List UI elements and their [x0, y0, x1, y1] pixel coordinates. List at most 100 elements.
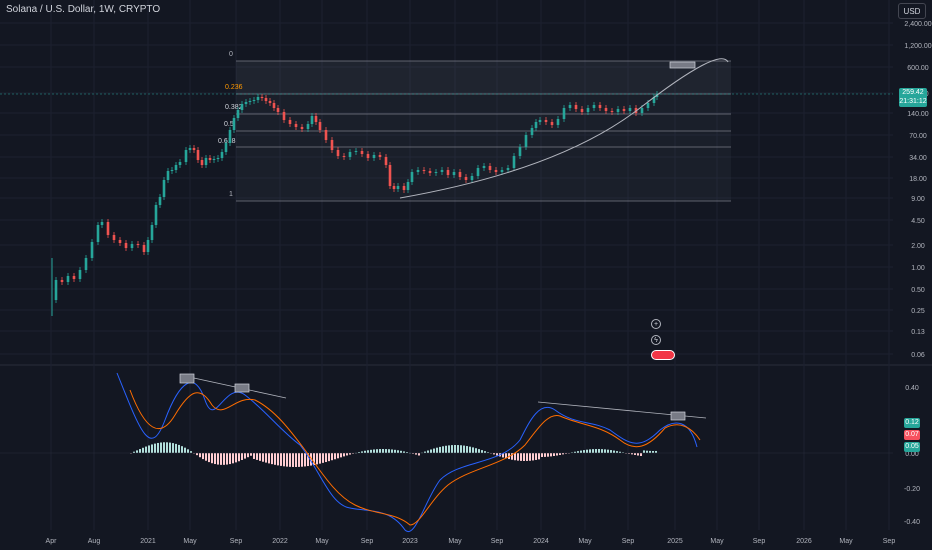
candle-body — [652, 97, 656, 103]
flag-icon[interactable] — [651, 350, 675, 360]
candle-body — [162, 180, 166, 197]
macd-histogram-bar — [391, 449, 393, 453]
candle-body — [506, 168, 510, 170]
macd-histogram-bar — [601, 449, 603, 453]
macd-histogram-bar — [418, 453, 420, 456]
macd-histogram-bar — [388, 449, 390, 453]
candle-body — [388, 165, 392, 186]
macd-histogram-bar — [175, 443, 177, 453]
candle-body — [396, 186, 400, 189]
macd-histogram-bar — [133, 451, 135, 453]
macd-histogram-bar — [310, 453, 312, 466]
macd-histogram-bar — [280, 453, 282, 466]
macd-histogram-bar — [136, 450, 138, 453]
macd-histogram-bar — [187, 449, 189, 453]
fib-level-label: 0.618 — [218, 138, 236, 145]
macd-histogram-bar — [190, 451, 192, 453]
macd-histogram-bar — [451, 445, 453, 453]
macd-histogram-bar — [361, 451, 363, 453]
plus-icon[interactable]: + — [651, 319, 661, 329]
macd-histogram-bar — [496, 453, 498, 456]
macd-histogram-bar — [169, 442, 171, 453]
macd-histogram-bar — [253, 453, 255, 459]
candle-body — [72, 276, 76, 279]
price-axis-label: 1,200.00 — [904, 43, 931, 50]
macd-histogram-bar — [607, 449, 609, 453]
macd-histogram-bar — [577, 451, 579, 453]
candle-body — [248, 101, 252, 102]
macd-histogram-bar — [454, 445, 456, 453]
macd-histogram-bar — [370, 449, 372, 453]
macd-histogram-bar — [481, 450, 483, 453]
macd-histogram-bar — [529, 453, 531, 461]
currency-button[interactable]: USD — [898, 3, 926, 19]
candle-body — [534, 122, 538, 128]
candle-body — [174, 165, 178, 170]
candle-body — [236, 110, 240, 118]
macd-histogram-bar — [439, 446, 441, 453]
macd-histogram-bar — [340, 453, 342, 458]
macd-histogram-bar — [274, 453, 276, 465]
macd-histogram-bar — [592, 449, 594, 453]
macd-histogram-bar — [313, 453, 315, 466]
macd-histogram-bar — [586, 449, 588, 453]
macd-histogram-bar — [631, 453, 633, 455]
macd-histogram-bar — [325, 453, 327, 463]
price-axis-label: 18.00 — [909, 176, 927, 183]
candle-body — [342, 156, 346, 157]
candle-body — [494, 170, 498, 172]
macd-histogram-bar — [472, 447, 474, 453]
macd-histogram-bar — [316, 453, 318, 465]
candle-body — [300, 127, 304, 129]
macd-histogram-bar — [229, 453, 231, 465]
macd-histogram-bar — [244, 453, 246, 459]
macd-histogram-bar — [304, 453, 306, 467]
price-axis-label: 0.06 — [911, 352, 925, 359]
candle-body — [310, 116, 314, 124]
candle-body — [60, 280, 64, 282]
candle-body — [464, 177, 468, 180]
candle-body — [306, 124, 310, 129]
candle-body — [124, 243, 128, 248]
candle-body — [348, 152, 352, 157]
macd-histogram-bar — [487, 452, 489, 453]
macd-histogram-bar — [637, 453, 639, 456]
macd-histogram-bar — [223, 453, 225, 465]
candle-body — [318, 122, 322, 130]
symbol-title[interactable]: Solana / U.S. Dollar, 1W, CRYPTO — [6, 4, 161, 15]
candle-body — [314, 116, 318, 122]
macd-histogram-bar — [298, 453, 300, 467]
macd-histogram-bar — [250, 453, 252, 456]
candle-body — [324, 130, 328, 140]
macd-histogram-bar — [319, 453, 321, 464]
fib-zone-top — [236, 61, 731, 94]
macd-histogram-bar — [394, 449, 396, 453]
lightning-icon[interactable]: ϟ — [651, 335, 661, 345]
macd-histogram-bar — [616, 451, 618, 453]
candle-body — [372, 155, 376, 158]
fib-level-label: 0.236 — [225, 84, 243, 91]
macd-histogram-bar — [523, 453, 525, 461]
macd-histogram-bar — [265, 453, 267, 463]
candle-body — [512, 156, 516, 168]
macd-histogram-bar — [403, 451, 405, 453]
macd-histogram-bar — [373, 449, 375, 453]
candle-body — [470, 176, 474, 180]
fib-level-label: 0.382 — [225, 104, 243, 111]
candle-body — [204, 158, 208, 165]
candle-body — [406, 182, 410, 190]
macd-histogram-bar — [511, 453, 513, 460]
macd-histogram-bar — [172, 443, 174, 453]
macd-histogram-bar — [595, 449, 597, 453]
candle-body — [556, 119, 560, 125]
macd-histogram-bar — [565, 453, 567, 454]
macd-histogram-bar — [562, 453, 564, 455]
candle-body — [90, 242, 94, 258]
curved-support-line — [399, 58, 729, 199]
bar-countdown: 21:31:12 — [899, 97, 927, 105]
fib-level-label: 0 — [229, 51, 233, 58]
candle-body — [330, 140, 334, 150]
macd-histogram-bar — [295, 453, 297, 467]
